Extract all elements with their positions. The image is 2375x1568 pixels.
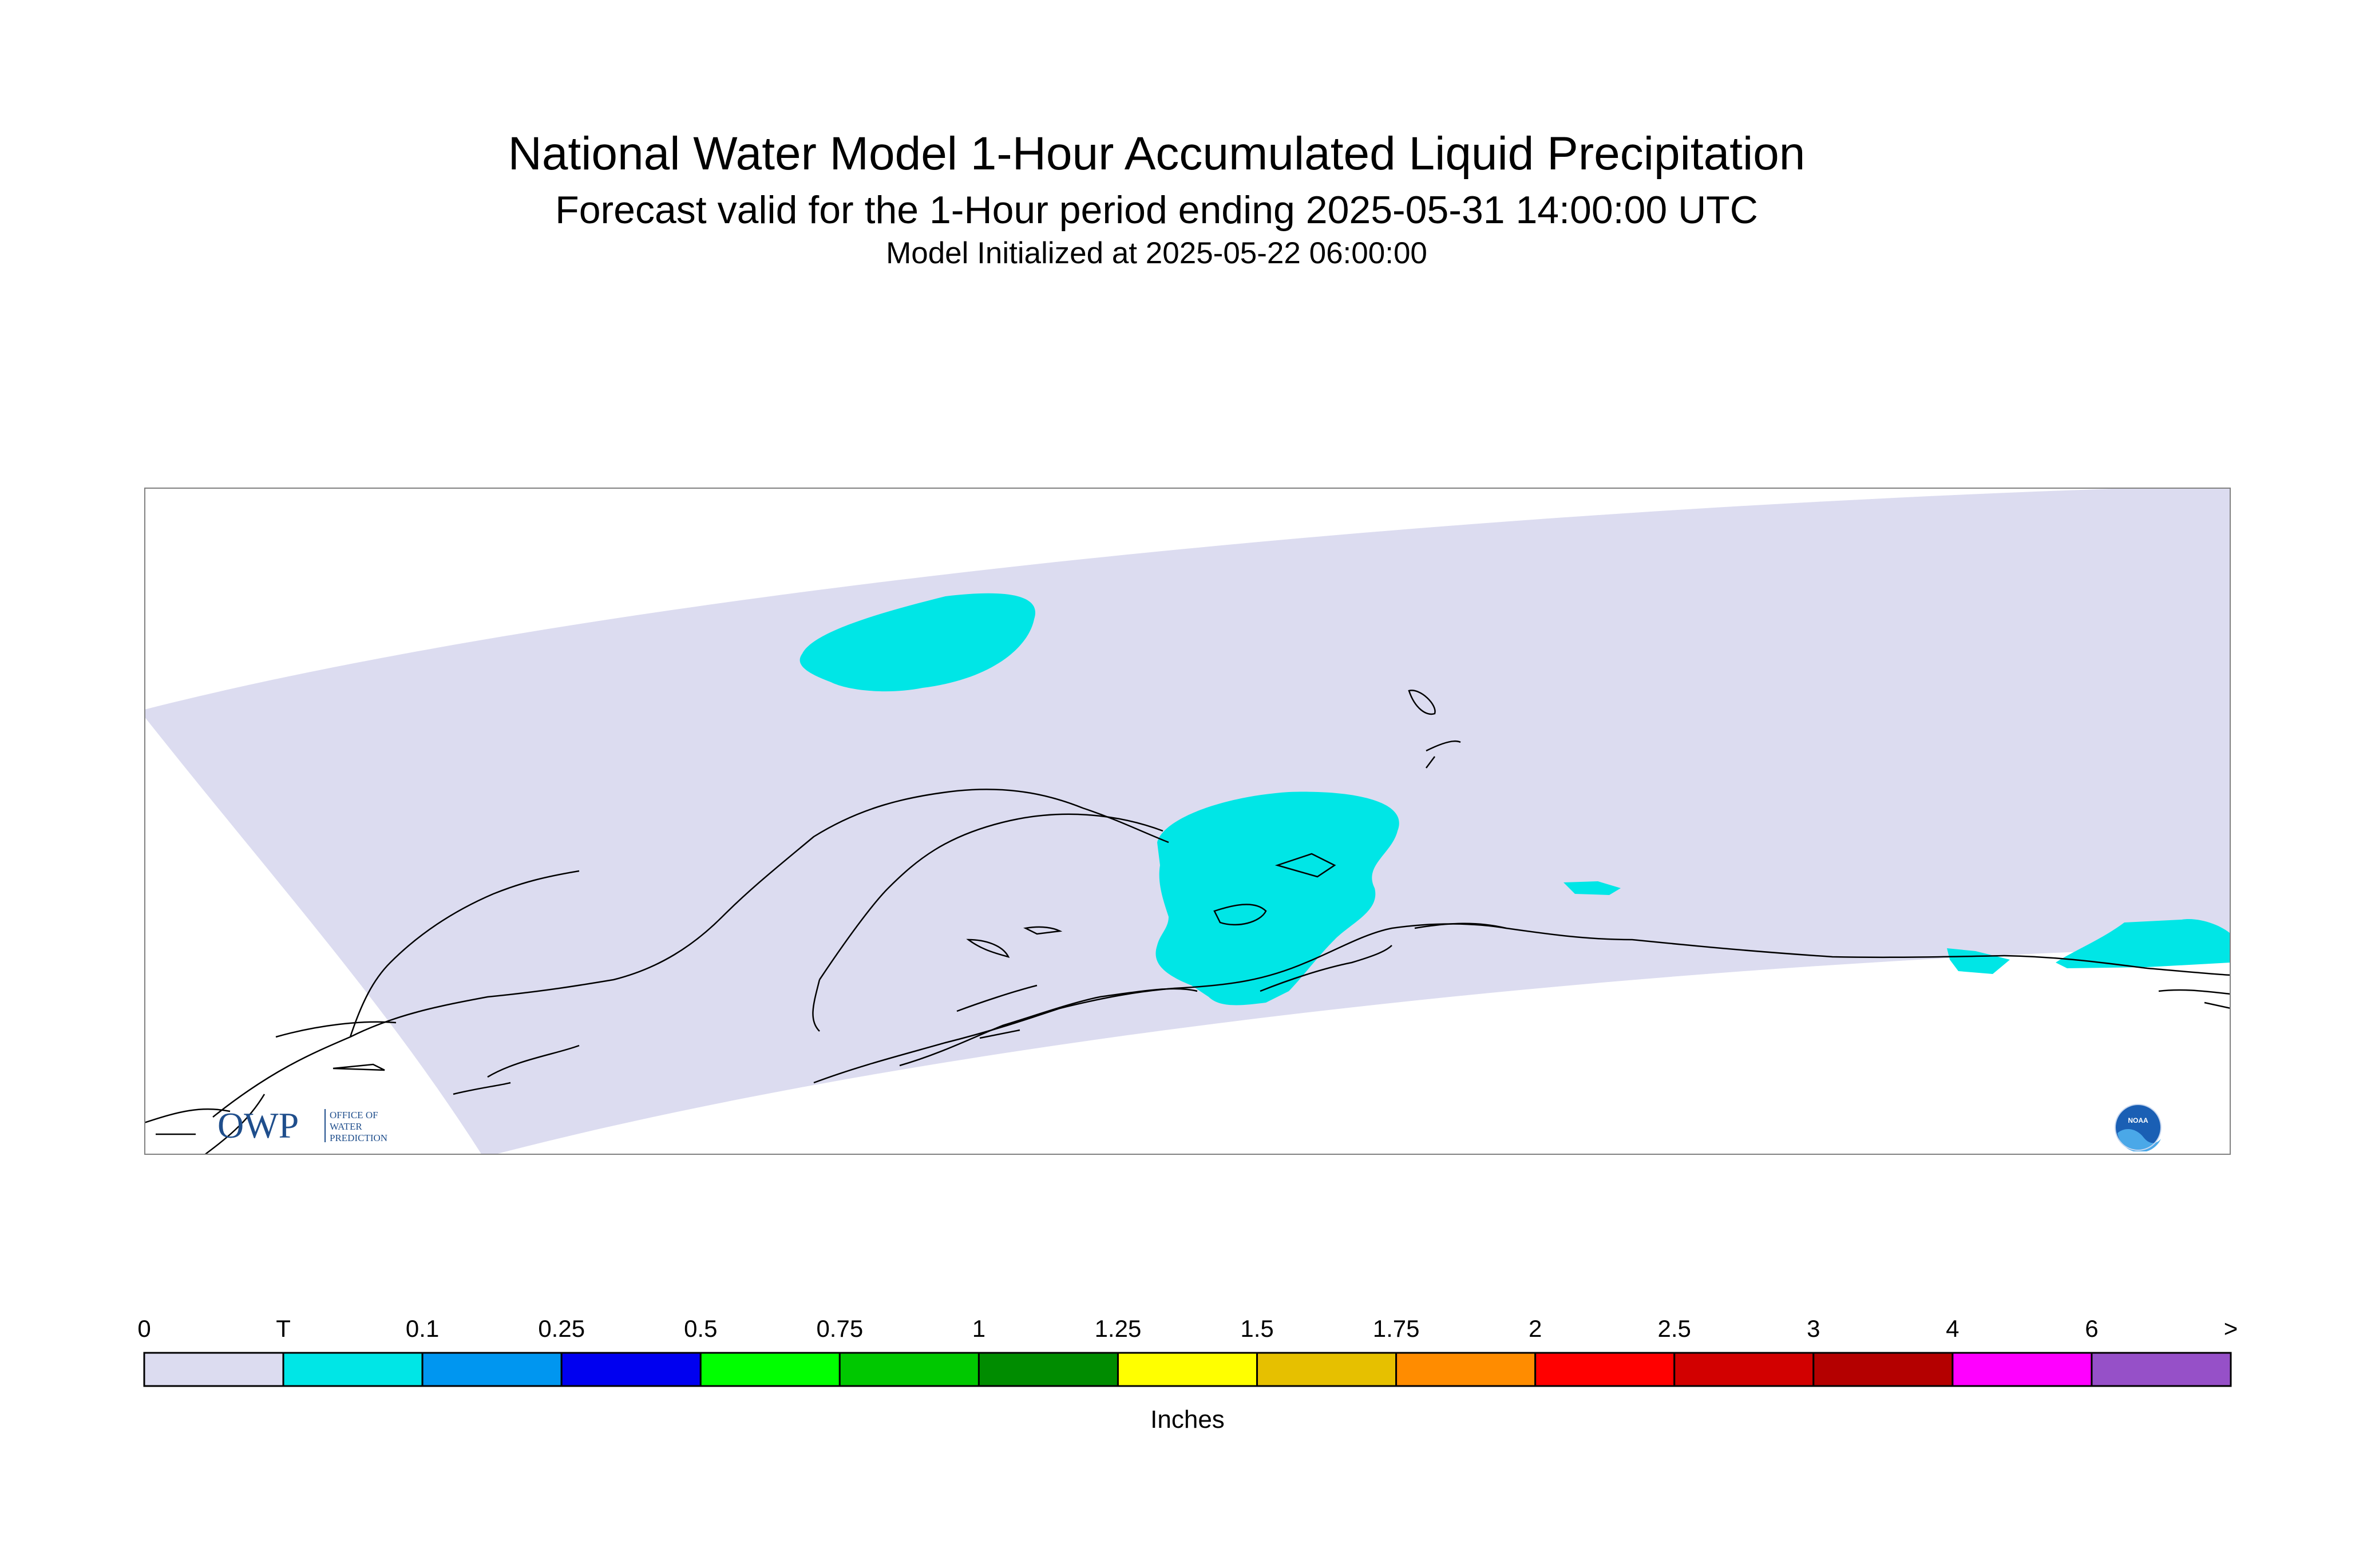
legend-swatch: [977, 1352, 1119, 1387]
precip-areas: [799, 593, 2231, 1005]
precip-area-east: [2056, 919, 2231, 968]
legend-swatch: [1395, 1352, 1537, 1387]
legend-swatch: [2091, 1352, 2232, 1387]
legend-swatch: [1534, 1352, 1676, 1387]
legend-swatch: [699, 1352, 841, 1387]
svg-text:WATER: WATER: [330, 1121, 362, 1132]
legend-tick-label: 4: [1946, 1315, 1960, 1342]
coastlines: [144, 690, 2231, 1155]
legend-swatch: [1117, 1352, 1258, 1387]
precip-area-north: [799, 593, 1036, 692]
legend-swatch: [838, 1352, 980, 1387]
legend-swatch: [560, 1352, 702, 1387]
svg-text:OFFICE OF: OFFICE OF: [330, 1110, 378, 1120]
legend-end-label: >: [2223, 1315, 2238, 1342]
legend-tick-label: 0: [137, 1315, 151, 1342]
legend-swatch: [1952, 1352, 2093, 1387]
map-subtitle: Forecast valid for the 1-Hour period end…: [555, 188, 1758, 232]
legend-units-label: Inches: [1150, 1405, 1225, 1434]
precipitation-map: [144, 488, 2231, 1155]
model-init-time: Model Initialized at 2025-05-22 06:00:00: [886, 236, 1427, 270]
svg-text:OWP: OWP: [217, 1106, 299, 1146]
map-frame: [144, 488, 2231, 1155]
precip-area-central: [1155, 791, 1399, 1005]
legend-tick-label: 1.25: [1094, 1315, 1142, 1342]
precip-area-southeast: [1947, 948, 2010, 974]
legend-swatch: [421, 1352, 563, 1387]
legend-tick-label: 1.75: [1372, 1315, 1420, 1342]
map-title: National Water Model 1-Hour Accumulated …: [508, 128, 1806, 180]
legend-tick-label: T: [276, 1315, 291, 1342]
legend-tick-label: 0.1: [405, 1315, 440, 1342]
legend-swatch: [1256, 1352, 1398, 1387]
legend-swatch: [1812, 1352, 1954, 1387]
owp-logo: OWP OFFICE OF WATER PREDICTION: [217, 1106, 387, 1146]
svg-text:PREDICTION: PREDICTION: [330, 1133, 387, 1143]
legend-tick-label: 1.5: [1240, 1315, 1274, 1342]
legend-tick-label: 0.25: [538, 1315, 585, 1342]
legend-tick-label: 3: [1807, 1315, 1820, 1342]
noaa-logo: NOAA: [2115, 1104, 2162, 1151]
legend-swatch: [143, 1352, 284, 1387]
legend-tick-label: 6: [2085, 1315, 2099, 1342]
legend-tick-label: 2.5: [1657, 1315, 1691, 1342]
precip-area-small: [1563, 881, 1621, 895]
legend-tick-label: 0.75: [816, 1315, 864, 1342]
legend-tick-label: 0.5: [684, 1315, 718, 1342]
legend-tick-label: 1: [972, 1315, 986, 1342]
legend-tick-label: 2: [1528, 1315, 1542, 1342]
svg-text:NOAA: NOAA: [2128, 1116, 2148, 1124]
legend-swatch: [1673, 1352, 1815, 1387]
legend-swatch: [282, 1352, 423, 1387]
